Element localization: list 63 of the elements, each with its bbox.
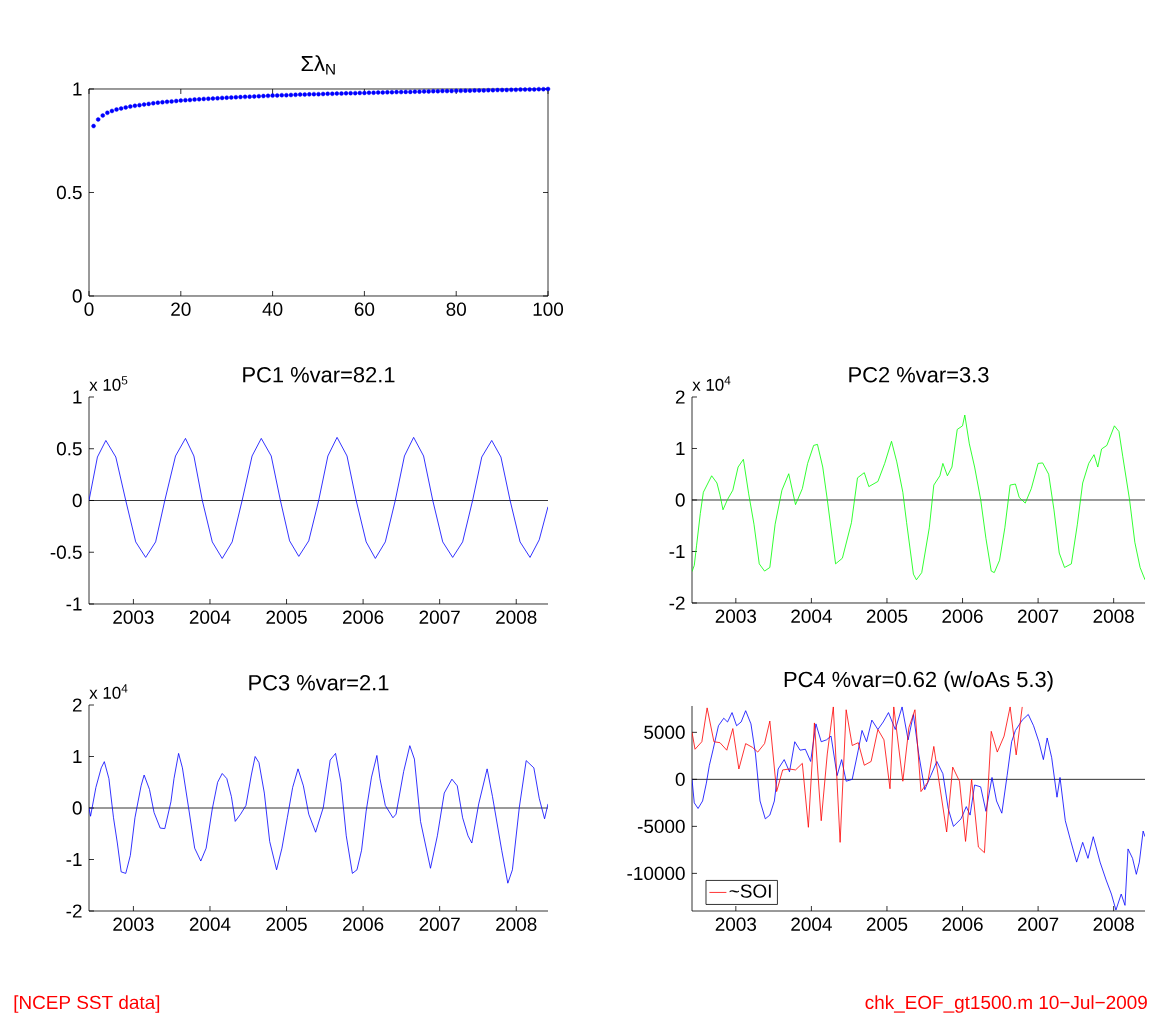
x-tick-label: 2008 bbox=[496, 610, 537, 624]
x-tick-label: 2007 bbox=[419, 610, 460, 624]
y-tick-label: 0 bbox=[72, 801, 82, 815]
x-tick-label: 2004 bbox=[791, 917, 832, 931]
x-tick-label: 2005 bbox=[266, 917, 307, 931]
y-tick-label: 5000 bbox=[644, 725, 685, 740]
y-tick-label: 0 bbox=[72, 289, 82, 303]
y-tick-label: 1 bbox=[73, 82, 82, 96]
x-tick-label: 20 bbox=[171, 302, 191, 316]
legend-label: ~SOI bbox=[729, 884, 771, 898]
y-tick-label: 0 bbox=[675, 493, 685, 507]
y-tick-label: 0.5 bbox=[56, 442, 82, 456]
x-tick-label: 80 bbox=[446, 302, 466, 316]
y-tick-label: -2 bbox=[669, 596, 685, 610]
y-tick-label: 1 bbox=[73, 750, 82, 764]
y-tick-label: -5000 bbox=[637, 819, 685, 834]
text: x 10$^{4}$ bbox=[692, 376, 731, 391]
x-tick-label: 2006 bbox=[942, 917, 983, 931]
y-tick-label: -2 bbox=[66, 904, 82, 918]
x-tick-label: 2008 bbox=[496, 917, 537, 931]
x-tick-label: 2006 bbox=[343, 610, 384, 624]
chart-title: PC2 %var=3.3 bbox=[849, 366, 989, 383]
x-tick-label: 2006 bbox=[343, 917, 384, 931]
text: [NCEP SST data] bbox=[14, 995, 160, 1013]
text: chk_EOF_gt1500.m 10−Jul−2009 bbox=[865, 995, 1147, 1013]
x-tick-label: 2005 bbox=[866, 917, 908, 931]
y-tick-label: 2 bbox=[72, 698, 82, 712]
x-tick-label: 2004 bbox=[791, 609, 832, 623]
x-tick-label: 2003 bbox=[113, 610, 154, 624]
y-tick-label: 0.5 bbox=[56, 185, 82, 200]
x-tick-label: 0 bbox=[84, 302, 94, 316]
x-tick-label: 2004 bbox=[189, 917, 231, 931]
x-tick-label: 100 bbox=[533, 302, 564, 316]
chart-title: Σλ$_{N}$ bbox=[301, 55, 335, 75]
x-tick-label: 2005 bbox=[866, 609, 908, 623]
x-tick-label: 2004 bbox=[189, 610, 231, 624]
y-tick-label: 0 bbox=[72, 493, 82, 508]
x-tick-label: 2003 bbox=[113, 917, 154, 931]
y-tick-label: 2 bbox=[675, 390, 685, 404]
chart-title: PC4 %var=0.62 (w/oAs 5.3) bbox=[784, 671, 1053, 692]
y-tick-label: -1 bbox=[66, 597, 82, 611]
x-tick-label: 2007 bbox=[1017, 917, 1059, 931]
chart-title: PC1 %var=82.1 bbox=[243, 366, 395, 383]
y-tick-label: 1 bbox=[676, 441, 685, 456]
x-tick-label: 2003 bbox=[715, 917, 757, 931]
x-tick-label: 40 bbox=[262, 302, 283, 316]
y-tick-label: 0 bbox=[675, 772, 685, 787]
text: x 10$^{4}$ bbox=[89, 684, 128, 699]
x-tick-label: 2003 bbox=[715, 609, 757, 623]
y-tick-label: 1 bbox=[73, 390, 82, 404]
y-tick-label: -0.5 bbox=[50, 545, 82, 559]
chart-title: PC3 %var=2.1 bbox=[249, 674, 389, 691]
x-tick-label: 2007 bbox=[419, 917, 460, 931]
x-tick-label: 2008 bbox=[1093, 609, 1134, 623]
y-tick-label: -1 bbox=[669, 544, 685, 559]
x-tick-label: 2008 bbox=[1093, 917, 1134, 931]
text: x 10$^{5}$ bbox=[89, 376, 128, 391]
y-tick-label: -1 bbox=[66, 853, 82, 867]
y-tick-label: -10000 bbox=[627, 866, 685, 881]
x-tick-label: 2006 bbox=[942, 609, 983, 623]
x-tick-label: 2005 bbox=[266, 610, 307, 624]
x-tick-label: 2007 bbox=[1017, 609, 1059, 623]
x-tick-label: 60 bbox=[354, 302, 375, 316]
